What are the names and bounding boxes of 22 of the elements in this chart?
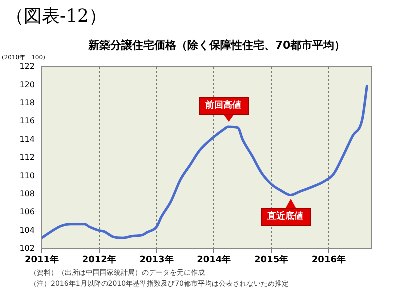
x-tick-label: 2012年 — [82, 254, 116, 266]
chart-title: 新築分譲住宅価格（除く保障性住宅、70都市平均） — [87, 38, 346, 52]
x-tick-label: 2011年 — [24, 254, 60, 266]
y-tick-label: 118 — [20, 98, 35, 108]
y-tick-label: 108 — [20, 189, 35, 198]
y-tick-label: 102 — [20, 244, 35, 254]
x-tick-label: 2015年 — [254, 254, 289, 266]
y-tick-label: 114 — [20, 134, 35, 144]
y-tick-label: 106 — [20, 208, 35, 217]
y-tick-label: 122 — [20, 62, 35, 72]
x-tick-label: 2014年 — [197, 254, 232, 266]
x-tick-label: 2013年 — [140, 254, 174, 266]
y-tick-label: 116 — [20, 116, 35, 126]
y-tick-label: 112 — [20, 153, 35, 162]
annotation: 直近底値 — [260, 208, 311, 226]
annotation: 前回高値 — [198, 97, 249, 116]
text: （図表-12） — [6, 5, 107, 28]
x-tick-label: 2016年 — [312, 254, 346, 266]
y-tick-label: 120 — [20, 80, 35, 90]
y-tick-label: 110 — [20, 171, 35, 180]
line-series — [42, 84, 368, 240]
y-tick-label: 104 — [20, 226, 35, 235]
